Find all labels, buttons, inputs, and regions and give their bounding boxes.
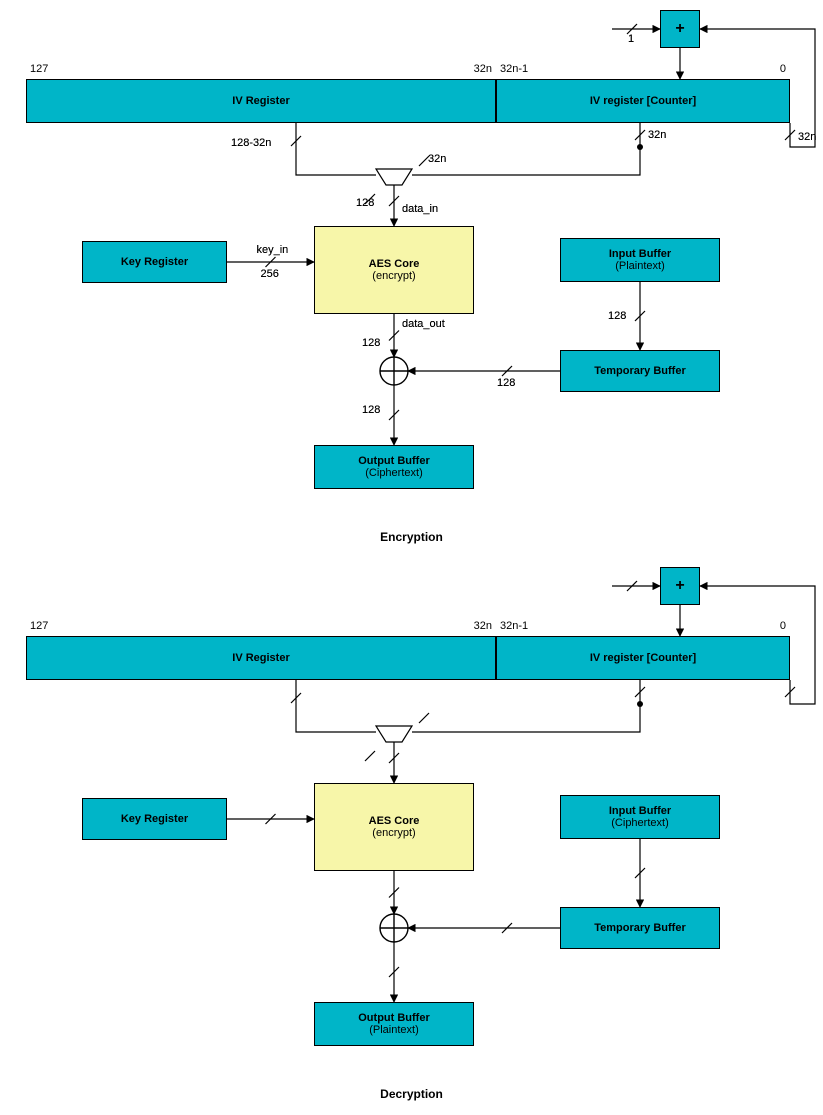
plus-symbol: + [675, 577, 684, 595]
aes-core-title: AES Core [369, 815, 420, 827]
decryption-merge-32n-text: 32n [428, 153, 446, 165]
encryption-bit-lsb-text: 0 [780, 63, 786, 75]
decryption-data-in-label: data_in [402, 203, 438, 215]
decryption-bit-msb-text: 127 [30, 620, 48, 632]
output-buffer-sub: (Plaintext) [369, 1024, 419, 1036]
decryption-key-in: key_in [257, 244, 289, 256]
decryption-data-in-label-text: data_in [402, 203, 438, 215]
decryption-bit-32n-text: 32n [474, 620, 492, 632]
input-buffer-title: Input Buffer [609, 805, 671, 817]
encryption-key-register: Key Register [82, 241, 227, 283]
aes-core-sub: (encrypt) [372, 827, 415, 839]
decryption-bit-32n: 32n [474, 620, 492, 632]
decryption-fb-bits: 32n [798, 131, 816, 143]
output-buffer-sub: (Ciphertext) [365, 467, 422, 479]
decryption-merge-128-text: 128 [356, 197, 374, 209]
decryption-bit-32n-1-text: 32n-1 [500, 620, 528, 632]
encryption-bit-32n: 32n [474, 63, 492, 75]
decryption-key-in-text: key_in [257, 244, 289, 256]
encryption-bit-32n-text: 32n [474, 63, 492, 75]
iv-register-label: IV Register [232, 652, 289, 664]
decryption-dout-128: 128 [362, 337, 380, 349]
encryption-caption: Encryption [380, 530, 443, 544]
encryption-bit-msb: 127 [30, 63, 48, 75]
decryption-iv-down-bits-text: 128-32n [231, 137, 271, 149]
decryption-incrementer: + [660, 567, 700, 605]
decryption-in-temp-128: 128 [608, 310, 626, 322]
encryption-input-buffer: Input Buffer(Plaintext) [560, 238, 720, 282]
encryption-output-buffer: Output Buffer(Ciphertext) [314, 445, 474, 489]
decryption-bit-32n-1: 32n-1 [500, 620, 528, 632]
temp-buffer-label: Temporary Buffer [594, 922, 685, 934]
encryption-bit-32n-1-text: 32n-1 [500, 63, 528, 75]
decryption-one-label-text: 1 [628, 33, 634, 45]
decryption-temp-xor-128-text: 128 [497, 377, 515, 389]
iv-counter-label: IV register [Counter] [590, 95, 696, 107]
decryption-iv-counter: IV register [Counter] [496, 636, 790, 680]
decryption-input-buffer: Input Buffer(Ciphertext) [560, 795, 720, 839]
output-buffer-title: Output Buffer [358, 1012, 429, 1024]
output-buffer-title: Output Buffer [358, 455, 429, 467]
temp-buffer-label: Temporary Buffer [594, 365, 685, 377]
aes-core-title: AES Core [369, 258, 420, 270]
decryption-bit-lsb: 0 [780, 620, 786, 632]
decryption-data-out-text: data_out [402, 318, 445, 330]
key-register-label: Key Register [121, 256, 188, 268]
decryption-bit-msb: 127 [30, 620, 48, 632]
decryption-caption-text: Decryption [380, 1087, 443, 1101]
decryption-fb-bits-text: 32n [798, 131, 816, 143]
iv-register-label: IV Register [232, 95, 289, 107]
input-buffer-title: Input Buffer [609, 248, 671, 260]
plus-symbol: + [675, 20, 684, 38]
decryption-output-buffer: Output Buffer(Plaintext) [314, 1002, 474, 1046]
decryption-key-256-text: 256 [261, 268, 279, 280]
decryption-caption: Decryption [380, 1087, 443, 1101]
decryption-ctr-down-bits-text: 32n [648, 129, 666, 141]
decryption-one-label: 1 [628, 33, 634, 45]
encryption-iv-register: IV Register [26, 79, 496, 123]
decryption-temp-xor-128: 128 [497, 377, 515, 389]
decryption-merge-128: 128 [356, 197, 374, 209]
decryption-aes-core: AES Core(encrypt) [314, 783, 474, 871]
decryption-temp-buffer: Temporary Buffer [560, 907, 720, 949]
aes-core-sub: (encrypt) [372, 270, 415, 282]
encryption-temp-buffer: Temporary Buffer [560, 350, 720, 392]
decryption-key-256: 256 [261, 268, 279, 280]
decryption-iv-register: IV Register [26, 636, 496, 680]
encryption-aes-core: AES Core(encrypt) [314, 226, 474, 314]
decryption-iv-down-bits: 128-32n [231, 137, 271, 149]
decryption-xor-out-128: 128 [362, 404, 380, 416]
decryption-dout-128-text: 128 [362, 337, 380, 349]
decryption-bit-lsb-text: 0 [780, 620, 786, 632]
decryption-merge-32n: 32n [428, 153, 446, 165]
key-register-label: Key Register [121, 813, 188, 825]
decryption-ctr-down-bits: 32n [648, 129, 666, 141]
encryption-bit-32n-1: 32n-1 [500, 63, 528, 75]
decryption-in-temp-128-text: 128 [608, 310, 626, 322]
input-buffer-sub: (Ciphertext) [611, 817, 668, 829]
aes-ctr-diagram: + IV Register IV register [Counter] 127 32n 3… [0, 0, 823, 1114]
encryption-bit-lsb: 0 [780, 63, 786, 75]
iv-counter-label: IV register [Counter] [590, 652, 696, 664]
input-buffer-sub: (Plaintext) [615, 260, 665, 272]
decryption-key-register: Key Register [82, 798, 227, 840]
decryption-xor-out-128-text: 128 [362, 404, 380, 416]
encryption-bit-msb-text: 127 [30, 63, 48, 75]
encryption-incrementer: + [660, 10, 700, 48]
encryption-caption-text: Encryption [380, 530, 443, 544]
encryption-iv-counter: IV register [Counter] [496, 79, 790, 123]
decryption-data-out: data_out [402, 318, 445, 330]
